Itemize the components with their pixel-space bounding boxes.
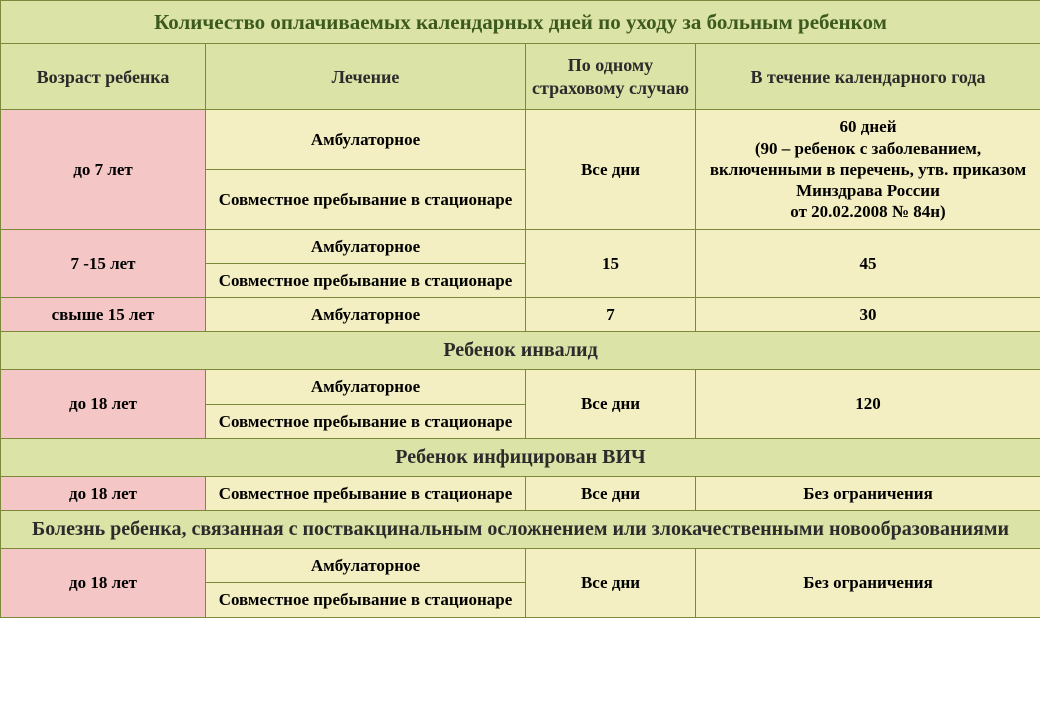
- cell-per-case: Все дни: [526, 370, 696, 439]
- table-row: до 18 лет Амбулаторное Все дни Без огран…: [1, 549, 1040, 583]
- section-label: Болезнь ребенка, связанная с поствакцина…: [1, 511, 1040, 549]
- cell-age: до 18 лет: [1, 370, 206, 439]
- cell-age: 7 -15 лет: [1, 229, 206, 298]
- cell-treatment: Амбулаторное: [206, 549, 526, 583]
- header-per-year: В течение календарного года: [696, 44, 1040, 110]
- cell-treatment: Амбулаторное: [206, 298, 526, 332]
- table-title: Количество оплачиваемых календарных дней…: [1, 1, 1040, 44]
- cell-age: до 18 лет: [1, 549, 206, 618]
- table-title-row: Количество оплачиваемых календарных дней…: [1, 1, 1040, 44]
- section-postvac: Болезнь ребенка, связанная с поствакцина…: [1, 511, 1040, 549]
- cell-per-year: 30: [696, 298, 1040, 332]
- table-row: до 18 лет Совместное пребывание в стацио…: [1, 476, 1040, 510]
- cell-treatment: Амбулаторное: [206, 229, 526, 263]
- cell-treatment: Совместное пребывание в стационаре: [206, 583, 526, 617]
- cell-per-case: Все дни: [526, 476, 696, 510]
- cell-per-case: Все дни: [526, 549, 696, 618]
- cell-treatment: Совместное пребывание в стационаре: [206, 476, 526, 510]
- cell-treatment: Амбулаторное: [206, 370, 526, 404]
- section-disabled: Ребенок инвалид: [1, 332, 1040, 370]
- table-row: до 18 лет Амбулаторное Все дни 120: [1, 370, 1040, 404]
- cell-treatment: Амбулаторное: [206, 110, 526, 170]
- table-row: свыше 15 лет Амбулаторное 7 30: [1, 298, 1040, 332]
- cell-treatment: Совместное пребывание в стационаре: [206, 169, 526, 229]
- section-label: Ребенок инвалид: [1, 332, 1040, 370]
- sick-leave-table: Количество оплачиваемых календарных дней…: [0, 0, 1040, 618]
- cell-per-year: 45: [696, 229, 1040, 298]
- cell-treatment: Совместное пребывание в стационаре: [206, 404, 526, 438]
- cell-per-case: Все дни: [526, 110, 696, 229]
- table-row: до 7 лет Амбулаторное Все дни 60 дней (9…: [1, 110, 1040, 170]
- cell-per-case: 7: [526, 298, 696, 332]
- cell-treatment: Совместное пребывание в стационаре: [206, 263, 526, 297]
- cell-per-year: 60 дней (90 – ребенок с заболеванием, вк…: [696, 110, 1040, 229]
- table-header-row: Возраст ребенка Лечение По одному страхо…: [1, 44, 1040, 110]
- cell-per-year: 120: [696, 370, 1040, 439]
- cell-per-case: 15: [526, 229, 696, 298]
- cell-per-year: Без ограничения: [696, 476, 1040, 510]
- cell-age: свыше 15 лет: [1, 298, 206, 332]
- header-per-case: По одному страховому случаю: [526, 44, 696, 110]
- header-treatment: Лечение: [206, 44, 526, 110]
- header-age: Возраст ребенка: [1, 44, 206, 110]
- cell-age: до 18 лет: [1, 476, 206, 510]
- cell-age: до 7 лет: [1, 110, 206, 229]
- section-hiv: Ребенок инфицирован ВИЧ: [1, 438, 1040, 476]
- cell-per-year: Без ограничения: [696, 549, 1040, 618]
- table-row: 7 -15 лет Амбулаторное 15 45: [1, 229, 1040, 263]
- section-label: Ребенок инфицирован ВИЧ: [1, 438, 1040, 476]
